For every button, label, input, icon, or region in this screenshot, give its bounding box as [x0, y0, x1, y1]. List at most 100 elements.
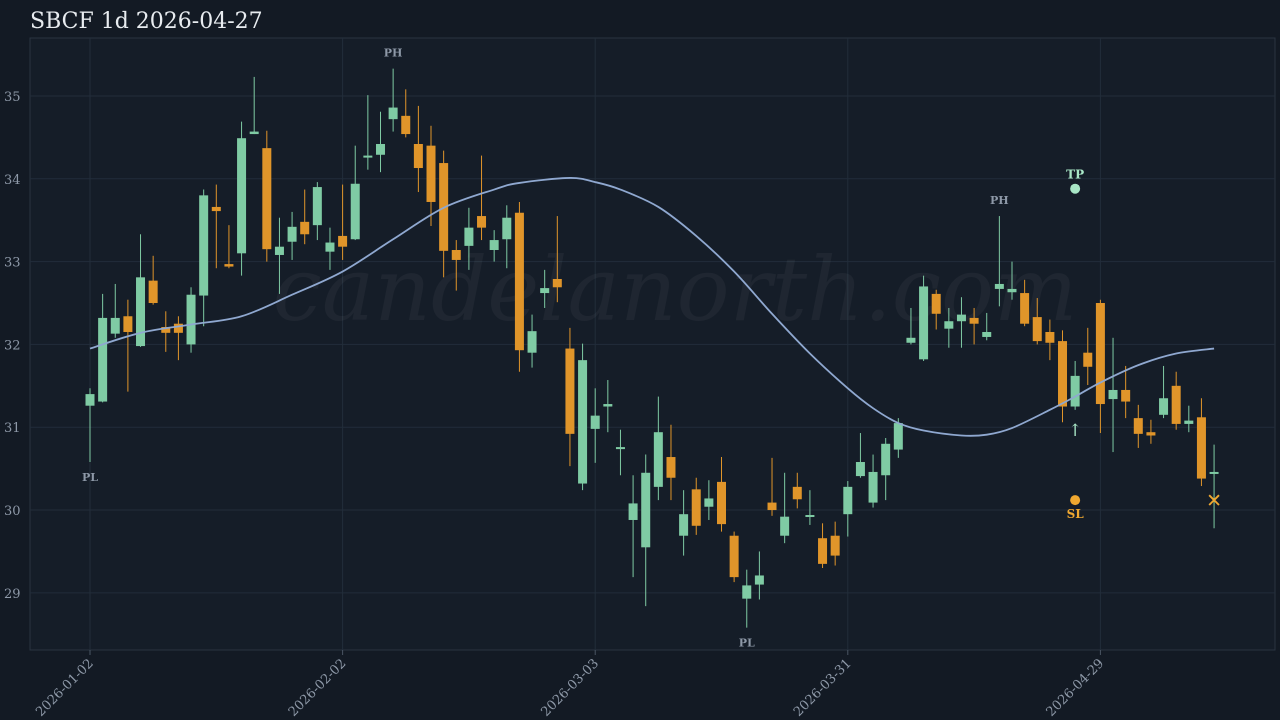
level-marker	[1070, 495, 1081, 506]
moving-average	[89, 177, 1215, 437]
candle-body	[350, 183, 360, 240]
candle-body	[679, 514, 689, 536]
candle-body	[325, 242, 335, 252]
candle-body	[994, 283, 1004, 289]
y-tick-label: 29	[4, 587, 21, 602]
candle-body	[653, 432, 663, 487]
candle-body	[780, 516, 790, 536]
candle-body	[552, 278, 562, 288]
candle-body	[1171, 385, 1181, 424]
candle-body	[893, 423, 903, 450]
candle-body	[1108, 389, 1118, 400]
candle-body	[956, 314, 966, 322]
candle-body	[717, 481, 726, 525]
candle-body	[375, 144, 385, 155]
candle-body	[514, 212, 524, 351]
candle-body	[1184, 420, 1194, 424]
candle-body	[237, 138, 247, 254]
candle-body	[805, 515, 815, 518]
candle-body	[830, 535, 840, 556]
candle-body	[477, 216, 487, 228]
candle-body	[944, 321, 954, 329]
candle-body	[1159, 398, 1169, 415]
candle-body	[312, 187, 322, 226]
candle-body	[489, 240, 499, 251]
candle-body	[578, 360, 588, 484]
candle-body	[1007, 288, 1017, 293]
candle-body	[742, 585, 752, 599]
exit-marker: ✕	[1206, 490, 1222, 512]
y-tick-label: 32	[4, 338, 21, 353]
candle-body	[1196, 417, 1206, 479]
candle-body	[982, 331, 992, 337]
level-label: TP	[1066, 168, 1084, 182]
candle-body	[881, 443, 891, 476]
candle-body	[1209, 471, 1219, 474]
candle-body	[85, 394, 95, 406]
y-tick-label: 33	[4, 256, 21, 271]
candle-body	[641, 472, 651, 548]
candle-body	[1070, 375, 1080, 407]
candle-body	[363, 155, 373, 158]
candle-body	[843, 486, 853, 515]
candle-body	[199, 195, 209, 296]
candle-body	[691, 489, 701, 526]
candle-body	[540, 288, 550, 294]
candle-body	[249, 131, 259, 135]
candle-body	[1020, 293, 1030, 324]
candle-body	[98, 317, 108, 402]
pivot-label: PL	[82, 471, 98, 484]
candle-body	[274, 246, 284, 255]
candle-body	[931, 293, 941, 314]
candle-body	[590, 415, 600, 429]
candle-body	[1121, 389, 1131, 402]
candle-body	[565, 348, 575, 434]
candle-body	[123, 316, 133, 332]
candle-body	[426, 145, 436, 202]
watermark: candelanorth.com	[273, 238, 1078, 341]
candle-body	[300, 221, 310, 235]
y-tick-label: 34	[4, 173, 21, 188]
candle-body	[1133, 418, 1143, 434]
candle-body	[615, 447, 625, 450]
candle-body	[666, 457, 676, 478]
candle-body	[1058, 341, 1068, 407]
candle-body	[906, 337, 916, 343]
candle-body	[919, 286, 929, 360]
candle-body	[211, 206, 221, 212]
candle-body	[704, 498, 714, 507]
level-marker	[1070, 183, 1081, 194]
candle-body	[1045, 331, 1055, 343]
candle-body	[110, 317, 120, 334]
candle-body	[603, 404, 613, 407]
candle-body	[1146, 432, 1156, 436]
candle-body	[464, 227, 474, 246]
candle-body	[413, 144, 423, 169]
candle-body	[186, 294, 196, 345]
pivot-label: PH	[990, 194, 1009, 207]
y-tick-label: 30	[4, 504, 21, 519]
candle-body	[868, 471, 878, 503]
candle-body	[262, 148, 272, 250]
pivot-label: PH	[384, 47, 403, 60]
candle-body	[451, 250, 461, 260]
candle-body	[1032, 317, 1042, 342]
candle-body	[754, 575, 764, 585]
pivot-label: PL	[739, 637, 755, 650]
candle-body	[388, 107, 398, 120]
candle-body	[287, 226, 297, 242]
candle-body	[338, 235, 348, 247]
candle-body	[401, 115, 411, 135]
candle-body	[1095, 303, 1105, 405]
candle-body	[224, 264, 234, 267]
candle-body	[136, 277, 146, 347]
candle-body	[173, 323, 183, 333]
candle-body	[161, 327, 171, 333]
level-label: SL	[1067, 507, 1085, 521]
candle-body	[502, 217, 512, 240]
candle-body	[855, 462, 865, 477]
candle-body	[767, 502, 777, 511]
candle-body	[148, 280, 158, 304]
candle-body	[527, 331, 537, 353]
